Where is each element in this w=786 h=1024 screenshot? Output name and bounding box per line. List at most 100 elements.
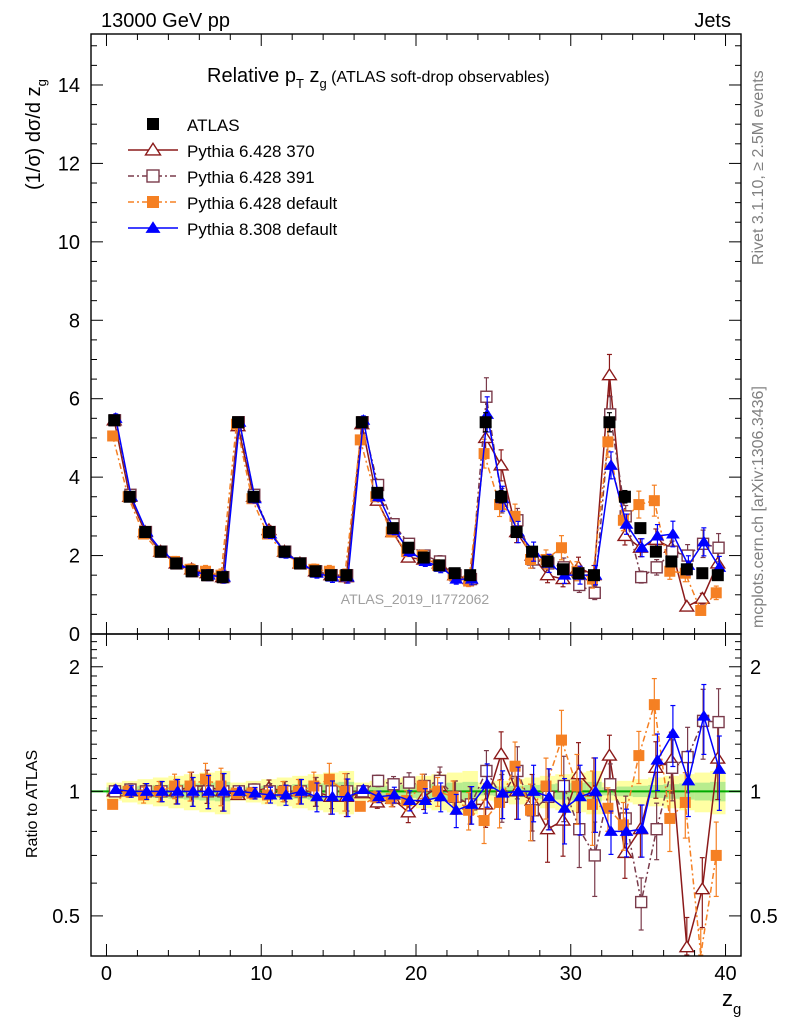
ratio-data-point [464,798,479,809]
ratio-data-point [341,790,355,802]
data-point [107,430,119,442]
legend-item: Pythia 6.428 default [128,194,338,213]
data-point [602,436,614,448]
legend-item: Pythia 6.428 370 [128,141,315,161]
ratio-data-point [215,780,227,792]
atlas-data-point [154,545,167,558]
atlas-data-point [201,569,214,582]
atlas-data-point [711,569,724,582]
ratio-data-point [588,785,603,796]
ratio-data-point [402,776,416,789]
data-point [650,529,665,541]
atlas-data-point [634,522,647,535]
atlas-data-point [557,563,570,576]
ratio-data-point [571,780,583,792]
ratio-data-point [492,746,510,760]
ratio-series-pythia-6-428-370 [106,724,726,956]
y-tick-label: 2 [69,546,80,568]
atlas-data-point [618,490,631,503]
ratio-data-point [201,785,216,796]
ratio-series-line [112,704,717,956]
ratio-data-point [635,823,649,834]
ratio-data-point [463,804,475,816]
series-pythia-8-308-default [108,396,727,586]
ratio-data-point [570,766,587,780]
ratio-data-point [418,794,433,806]
title-main: Relative p [207,65,296,87]
data-point [635,541,649,553]
ratio-data-point [449,804,464,815]
y-tick-label: 12 [58,153,80,175]
ratio-y-tick-label-right: 0.5 [750,906,778,928]
ratio-data-point [170,785,185,796]
ratio-data-point [371,774,385,788]
ratio-data-point [432,785,444,797]
atlas-data-point [680,563,693,576]
legend-item: Pythia 6.428 391 [128,168,315,187]
ratio-data-point [186,785,201,796]
y-tick-label: 0 [69,624,80,646]
ratio-data-point [433,790,448,802]
ratio-data-point [108,783,123,795]
data-point [480,408,495,419]
legend: ATLAS Pythia 6.428 370 Pythia 6.428 391 Pyt… [128,116,338,239]
x-tick-label: 20 [405,963,427,985]
atlas-data-point [541,555,554,568]
ratio-data-point [650,753,665,765]
analysis-id-watermark: ATLAS_2019_I1772062 [341,591,490,607]
ratio-data-point [664,812,676,824]
ratio-data-point [124,785,139,796]
data-point [588,586,601,600]
data-point [666,527,680,539]
header-right-text: Jets [694,10,731,32]
ratio-data-point [184,780,196,792]
ratio-data-point [634,895,648,909]
atlas-data-point [123,490,136,503]
ratio-data-point [540,780,552,792]
ratio-panel-bands [106,770,726,815]
atlas-data-point [139,526,152,539]
atlas-data-point [371,486,384,499]
legend-marker [145,221,161,233]
ratio-data-point [648,699,660,711]
data-point [619,518,634,529]
atlas-data-point [665,555,678,568]
atlas-data-point [603,416,616,429]
data-point [696,535,711,547]
ratio-data-point [619,825,634,836]
ratio-data-point [666,727,680,738]
ratio-series-pythia-8-308-default [108,683,727,858]
data-point [664,565,676,577]
legend-label: Pythia 6.428 391 [187,168,315,187]
data-point [712,561,727,572]
atlas-data-point [324,569,337,582]
ratio-data-point [308,780,320,792]
ratio-data-point [248,786,262,798]
ratio-data-point [494,796,506,808]
data-point [354,434,366,446]
ratio-data-point [554,813,572,826]
y-tick-label: 6 [69,389,80,411]
ratio-data-point [616,845,634,859]
atlas-data-point [464,569,477,582]
data-point [492,457,510,471]
ratio-data-point [712,763,727,774]
x-tick-label: 40 [714,963,736,985]
title-sub-t: T [296,76,304,91]
y-tick-label: 4 [69,467,80,489]
x-tick-label: 0 [101,963,112,985]
atlas-data-point [108,414,121,427]
ratio-data-point [555,734,567,746]
ratio-data-point [277,785,289,797]
ratio-data-point [339,785,351,797]
ratio-data-point [557,779,570,793]
atlas-data-point [510,526,523,539]
data-point [634,570,648,584]
atlas-data-point [587,569,600,582]
ratio-data-point [525,804,537,816]
y-axis-label: (1/σ) dσ/d zg [23,79,49,190]
ratio-data-point [511,785,526,796]
ratio-data-point [263,788,278,800]
data-point [694,591,711,604]
series-line [113,375,719,608]
